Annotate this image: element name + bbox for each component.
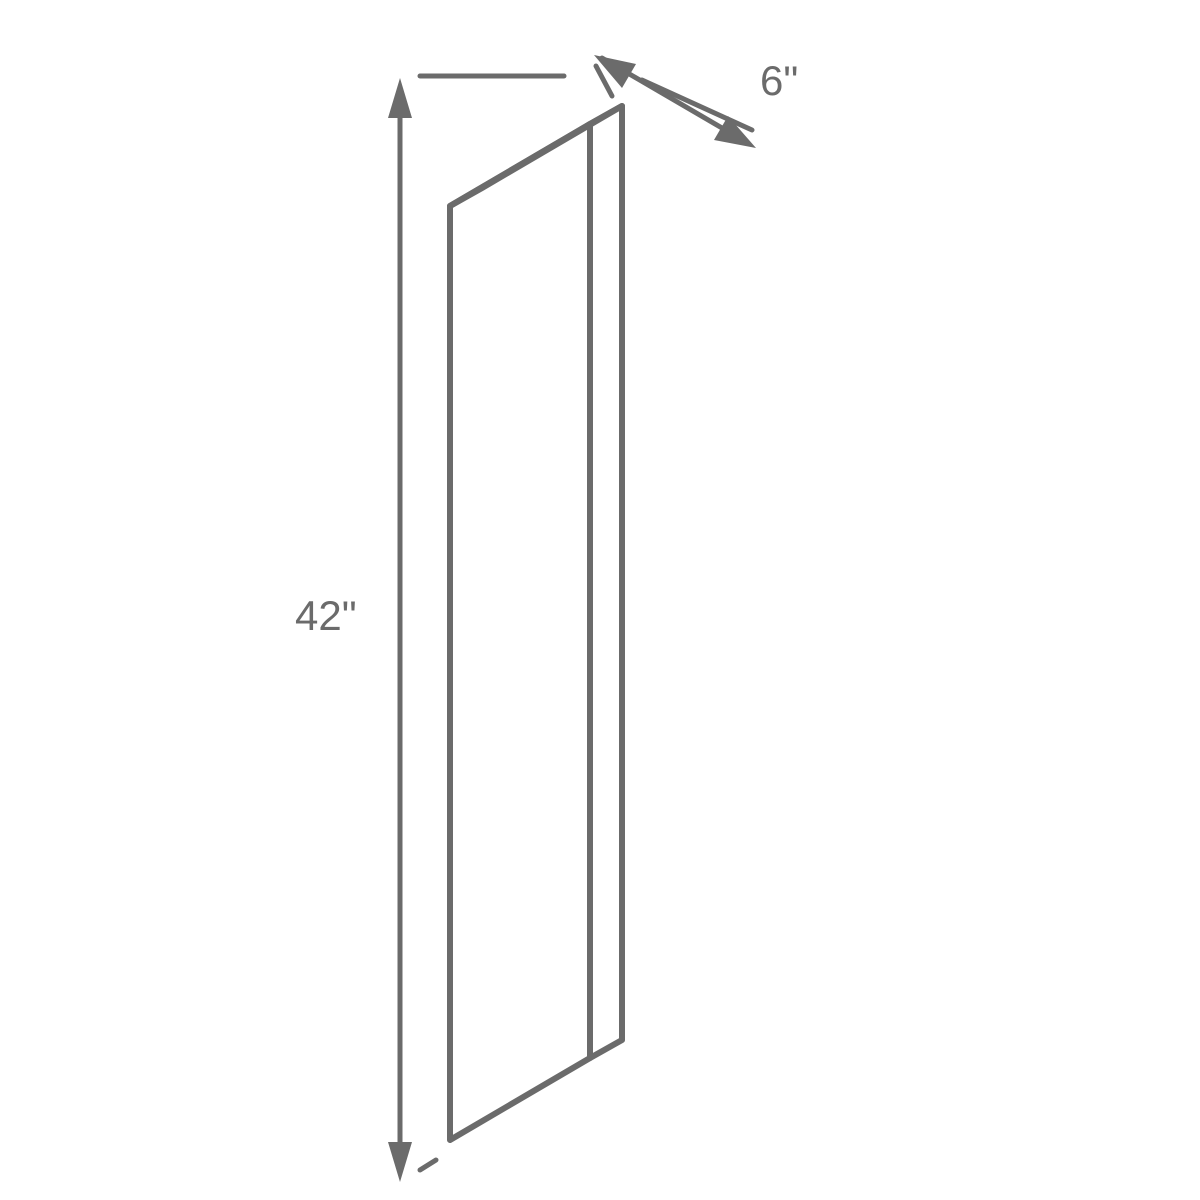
part-shape — [450, 106, 622, 1140]
width-dimension-ext-b — [642, 80, 752, 130]
height-dimension-arrow-a — [388, 78, 412, 118]
width-dimension-label: 6" — [760, 57, 798, 104]
front-face — [450, 124, 590, 1140]
side-face — [590, 106, 622, 1058]
height-dimension-label: 42" — [295, 592, 357, 639]
dimension-diagram: 42" 6" — [0, 0, 1200, 1200]
height-dimension-ext-b — [420, 1160, 436, 1170]
height-dimension-arrow-b — [388, 1142, 412, 1182]
